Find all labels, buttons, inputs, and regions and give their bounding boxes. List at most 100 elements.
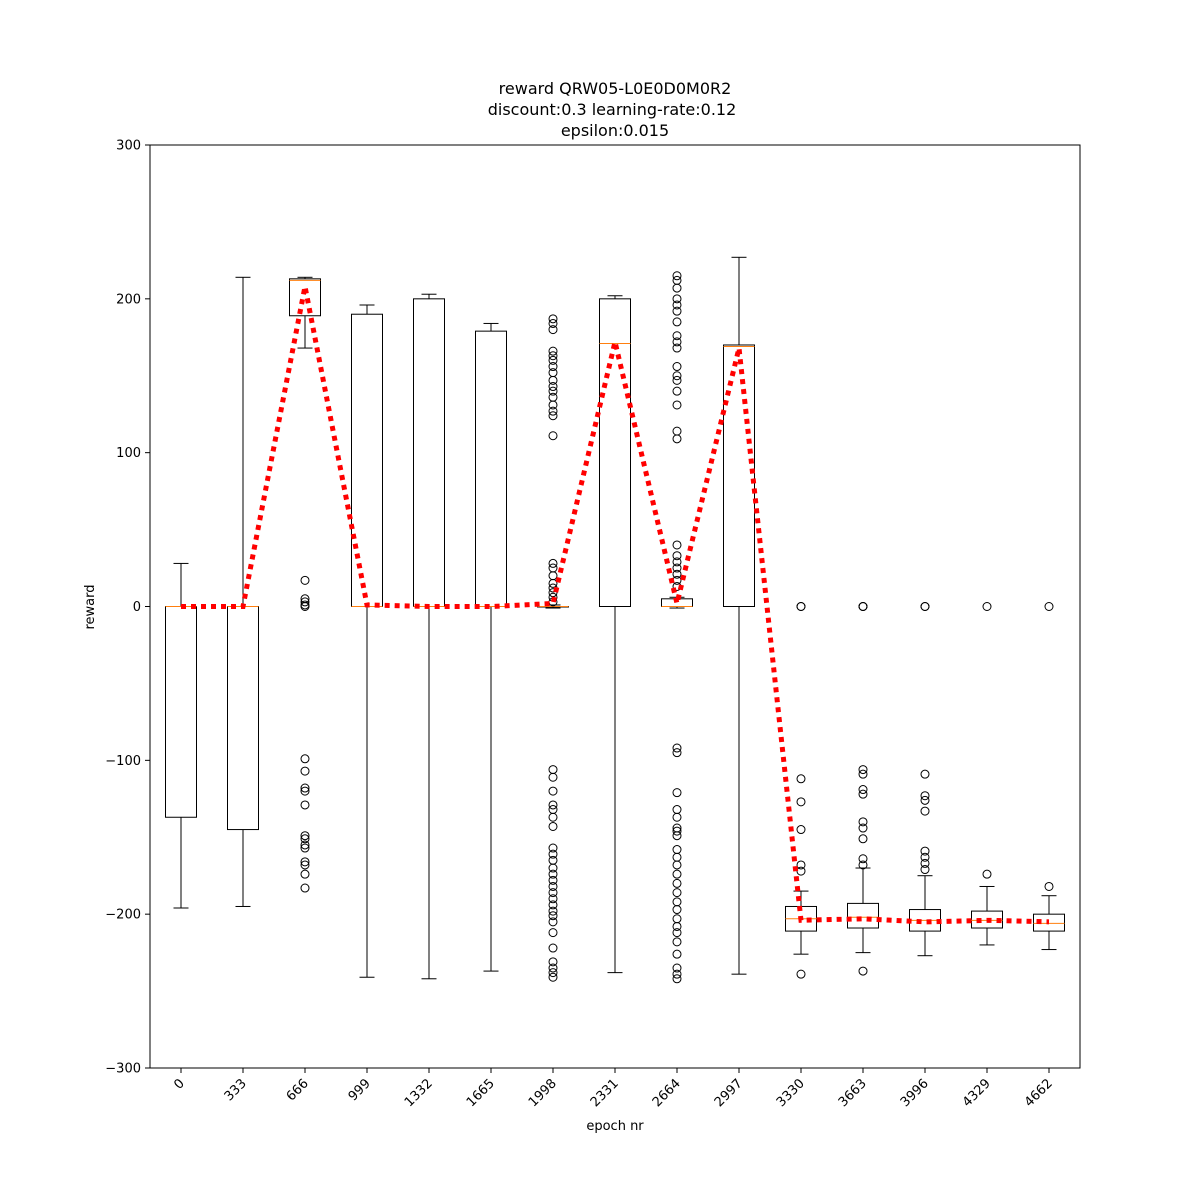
outlier-point bbox=[548, 906, 558, 916]
outlier-point bbox=[548, 943, 558, 953]
outlier-point bbox=[548, 558, 558, 568]
outlier-point bbox=[920, 795, 930, 805]
outlier-point bbox=[920, 791, 930, 801]
outlier-point bbox=[672, 551, 682, 561]
outlier-point bbox=[672, 888, 682, 898]
outlier-point bbox=[672, 540, 682, 550]
outlier-point bbox=[672, 963, 682, 973]
outlier-point bbox=[300, 597, 310, 607]
outlier-point bbox=[548, 821, 558, 831]
chart-title-line-3: epsilon:0.015 bbox=[561, 121, 669, 140]
outlier-point bbox=[672, 869, 682, 879]
outlier-point bbox=[796, 860, 806, 870]
outlier-point bbox=[548, 972, 558, 982]
y-tick-label: −200 bbox=[105, 908, 141, 923]
outlier-point bbox=[672, 743, 682, 753]
outlier-point bbox=[300, 834, 310, 844]
outlier-point bbox=[548, 812, 558, 822]
outlier-point bbox=[548, 900, 558, 910]
y-tick-label: −100 bbox=[105, 754, 141, 769]
outlier-point bbox=[300, 831, 310, 841]
outlier-point bbox=[672, 937, 682, 947]
outlier-point bbox=[548, 917, 558, 927]
outlier-point bbox=[672, 921, 682, 931]
outlier-point bbox=[858, 769, 868, 779]
y-tick-label: 200 bbox=[116, 292, 141, 307]
outlier-point bbox=[672, 434, 682, 444]
outlier-point bbox=[300, 869, 310, 879]
outlier-point bbox=[672, 400, 682, 410]
outlier-point bbox=[858, 966, 868, 976]
outlier-point bbox=[548, 325, 558, 335]
outlier-point bbox=[548, 362, 558, 372]
outlier-point bbox=[920, 865, 930, 875]
outlier-point bbox=[672, 974, 682, 984]
outlier-point bbox=[672, 928, 682, 938]
outlier-point bbox=[796, 969, 806, 979]
box-4662 bbox=[1033, 913, 1065, 932]
outlier-point bbox=[300, 800, 310, 810]
outlier-point bbox=[548, 869, 558, 879]
outlier-point bbox=[548, 351, 558, 361]
chart-title-line-2: discount:0.3 learning-rate:0.12 bbox=[488, 100, 737, 119]
outlier-point bbox=[548, 875, 558, 885]
outlier-point bbox=[672, 812, 682, 822]
outlier-point bbox=[796, 602, 806, 611]
outlier-point bbox=[858, 817, 868, 827]
outlier-point bbox=[672, 748, 682, 758]
outlier-point bbox=[672, 969, 682, 979]
outlier-point bbox=[672, 860, 682, 870]
outlier-point bbox=[548, 411, 558, 421]
outlier-point bbox=[548, 849, 558, 859]
outlier-point bbox=[858, 854, 868, 864]
outlier-point bbox=[300, 857, 310, 867]
outlier-point bbox=[548, 894, 558, 904]
outlier-point bbox=[548, 588, 558, 598]
outlier-point bbox=[548, 957, 558, 967]
outlier-point bbox=[548, 772, 558, 782]
outlier-point bbox=[548, 863, 558, 873]
outlier-point bbox=[672, 563, 682, 573]
outlier-point bbox=[672, 343, 682, 353]
box-2331 bbox=[599, 298, 631, 607]
outlier-point bbox=[300, 843, 310, 853]
chart-title-line-1: reward QRW05-L0E0D0M0R2 bbox=[499, 79, 732, 98]
outlier-point bbox=[672, 375, 682, 385]
outlier-point bbox=[548, 431, 558, 441]
outlier-point bbox=[672, 788, 682, 798]
outlier-point bbox=[920, 846, 930, 856]
outlier-point bbox=[1044, 881, 1054, 891]
outlier-point bbox=[672, 831, 682, 841]
outlier-point bbox=[548, 888, 558, 898]
outlier-point bbox=[858, 602, 868, 611]
outlier-point bbox=[672, 905, 682, 915]
outlier-point bbox=[672, 878, 682, 888]
outlier-point bbox=[672, 283, 682, 293]
outlier-point bbox=[858, 860, 868, 870]
outlier-point bbox=[548, 968, 558, 978]
box-2997 bbox=[723, 344, 755, 607]
outlier-point bbox=[672, 371, 682, 381]
outlier-point bbox=[796, 797, 806, 807]
outlier-point bbox=[548, 881, 558, 891]
outlier-point bbox=[548, 382, 558, 392]
y-tick-label: 100 bbox=[116, 446, 141, 461]
outlier-point bbox=[672, 386, 682, 396]
box-3663 bbox=[847, 902, 879, 929]
outlier-point bbox=[672, 569, 682, 579]
outlier-point bbox=[548, 800, 558, 810]
outlier-point bbox=[796, 774, 806, 784]
outlier-point bbox=[548, 346, 558, 356]
outlier-point bbox=[920, 769, 930, 779]
box-666 bbox=[289, 278, 321, 317]
outlier-point bbox=[672, 949, 682, 959]
outlier-point bbox=[548, 963, 558, 973]
outlier-point bbox=[548, 355, 558, 365]
x-axis-label: epoch nr bbox=[586, 1119, 644, 1134]
outlier-point bbox=[548, 314, 558, 324]
outlier-point bbox=[548, 911, 558, 921]
outlier-point bbox=[672, 271, 682, 281]
outlier-point bbox=[548, 400, 558, 410]
outlier-point bbox=[858, 785, 868, 795]
